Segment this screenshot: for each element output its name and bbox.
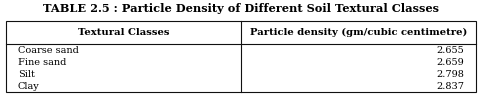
Text: TABLE 2.5 : Particle Density of Different Soil Textural Classes: TABLE 2.5 : Particle Density of Differen… — [43, 3, 439, 14]
Text: Clay: Clay — [18, 82, 40, 91]
Text: Coarse sand: Coarse sand — [18, 46, 79, 55]
Text: Silt: Silt — [18, 70, 35, 79]
Bar — [6, 21, 476, 92]
Text: Particle density (gm/cubic centimetre): Particle density (gm/cubic centimetre) — [250, 28, 467, 37]
Text: 2.659: 2.659 — [436, 58, 464, 67]
Text: 2.655: 2.655 — [436, 46, 464, 55]
Text: 2.837: 2.837 — [436, 82, 464, 91]
Text: Fine sand: Fine sand — [18, 58, 66, 67]
Text: 2.798: 2.798 — [436, 70, 464, 79]
Text: Textural Classes: Textural Classes — [78, 28, 169, 37]
